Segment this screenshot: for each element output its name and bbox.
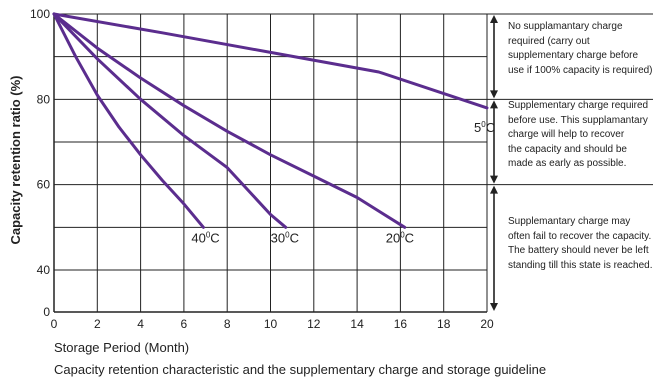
zone-note-line: supplementary charge before xyxy=(508,50,639,61)
x-tick-label: 4 xyxy=(137,317,144,331)
y-axis-label: Capacity retention ratio (%) xyxy=(8,75,23,244)
series-label: 300C xyxy=(271,230,299,245)
zone-note-3: Supplemantary charge may often fail to r… xyxy=(508,215,653,273)
zone-note-line: required (carry out xyxy=(508,35,590,47)
x-tick-label: 14 xyxy=(350,317,364,331)
figure-caption: Capacity retention characteristic and th… xyxy=(54,362,547,377)
series-label-unit: C xyxy=(210,230,219,245)
x-tick-label: 2 xyxy=(94,317,101,331)
zone-note-line: The battery should never be left xyxy=(508,245,649,256)
x-tick-label: 18 xyxy=(437,317,451,331)
series-label-unit: C xyxy=(290,230,299,245)
x-tick-label: 10 xyxy=(264,317,278,331)
zone-arrow-head-down xyxy=(490,175,498,184)
zone-arrow-head-up xyxy=(490,100,498,109)
series-label-value: 30 xyxy=(271,230,285,245)
x-tick-label: 20 xyxy=(480,317,494,331)
series-label: 50C xyxy=(474,120,495,135)
x-tick-label: 16 xyxy=(394,317,408,331)
series-label-degree: 0 xyxy=(481,120,486,129)
x-tick-label: 6 xyxy=(181,317,188,331)
series-label: 200C xyxy=(386,230,414,245)
zone-note-line: charge will help to recover xyxy=(508,129,625,140)
y-tick-label: 80 xyxy=(37,92,51,106)
y-tick-label: 60 xyxy=(37,178,51,192)
series-label-unit: C xyxy=(486,120,495,135)
zone-note-line: made as early as possible. xyxy=(508,158,627,169)
x-tick-label: 12 xyxy=(307,317,321,331)
series-label-value: 20 xyxy=(386,230,400,245)
series-label-degree: 0 xyxy=(285,230,290,239)
x-axis-label: Storage Period (Month) xyxy=(54,340,190,355)
zone-arrows xyxy=(490,15,498,311)
zone-note-2: Supplementary charge required before use… xyxy=(508,99,648,172)
series-line xyxy=(52,12,205,229)
y-tick-label: 0 xyxy=(43,305,50,319)
series-label: 400C xyxy=(191,230,219,245)
zone-note-line: use if 100% capacity is required) xyxy=(508,64,653,76)
zone-arrow-head-up xyxy=(490,185,498,194)
zone-note-line: standing till this state is reached. xyxy=(508,259,653,271)
zone-arrow-head-down xyxy=(490,90,498,99)
series-line xyxy=(52,12,288,229)
zone-note-line: often fail to recover the capacity. xyxy=(508,230,652,242)
chart-grid xyxy=(53,13,653,313)
series-label-degree: 0 xyxy=(206,230,211,239)
y-tick-label: 40 xyxy=(37,263,51,277)
series-label-value: 5 xyxy=(474,120,481,135)
zone-arrow-head-up xyxy=(490,15,498,23)
series-label-degree: 0 xyxy=(400,230,405,239)
y-tick-label: 100 xyxy=(30,7,50,21)
series-label-value: 40 xyxy=(191,230,205,245)
zone-arrow-head-down xyxy=(490,303,498,311)
x-tick-label: 8 xyxy=(224,317,231,331)
zone-note-line: before use. This supplamantary xyxy=(508,114,648,126)
series-label-unit: C xyxy=(405,230,414,245)
series-line xyxy=(52,12,489,110)
series-line xyxy=(52,12,407,229)
zone-note-line: Supplementary charge required xyxy=(508,100,649,111)
zone-note-line: No supplamantary charge xyxy=(508,21,623,32)
zone-note-1: No supplamantary charge required (carry … xyxy=(508,20,653,78)
x-tick-label: 0 xyxy=(51,317,58,331)
zone-note-line: the capacity and should be xyxy=(508,143,627,155)
zone-note-line: Supplemantary charge may xyxy=(508,216,631,227)
